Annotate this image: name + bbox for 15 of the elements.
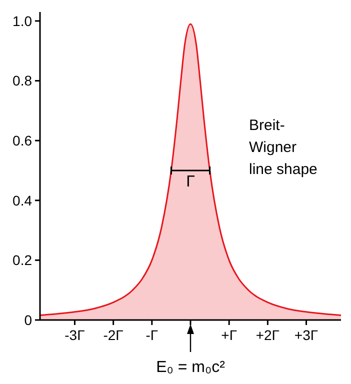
x-tick-label: -2Γ <box>103 327 124 343</box>
y-tick-label: 0.2 <box>12 252 32 268</box>
annotation: E₀ = m₀c² <box>156 359 226 376</box>
x-tick-label: +Γ <box>221 327 238 343</box>
y-tick-label: 0.8 <box>12 72 32 89</box>
y-tick-label: 0.6 <box>12 132 32 148</box>
x-tick-label: +3Γ <box>294 327 318 343</box>
y-tick-label: 1.0 <box>12 12 32 29</box>
x-tick-label: +2Γ <box>256 327 280 343</box>
x-tick-label: -Γ <box>146 327 158 343</box>
y-tick-label: 0.4 <box>12 192 32 208</box>
x-tick-label: -3Γ <box>64 327 86 343</box>
y-tick-label: 0 <box>24 312 32 328</box>
annotation: Γ <box>186 173 196 190</box>
annotation: Breit-Wigner line shape <box>249 117 318 178</box>
